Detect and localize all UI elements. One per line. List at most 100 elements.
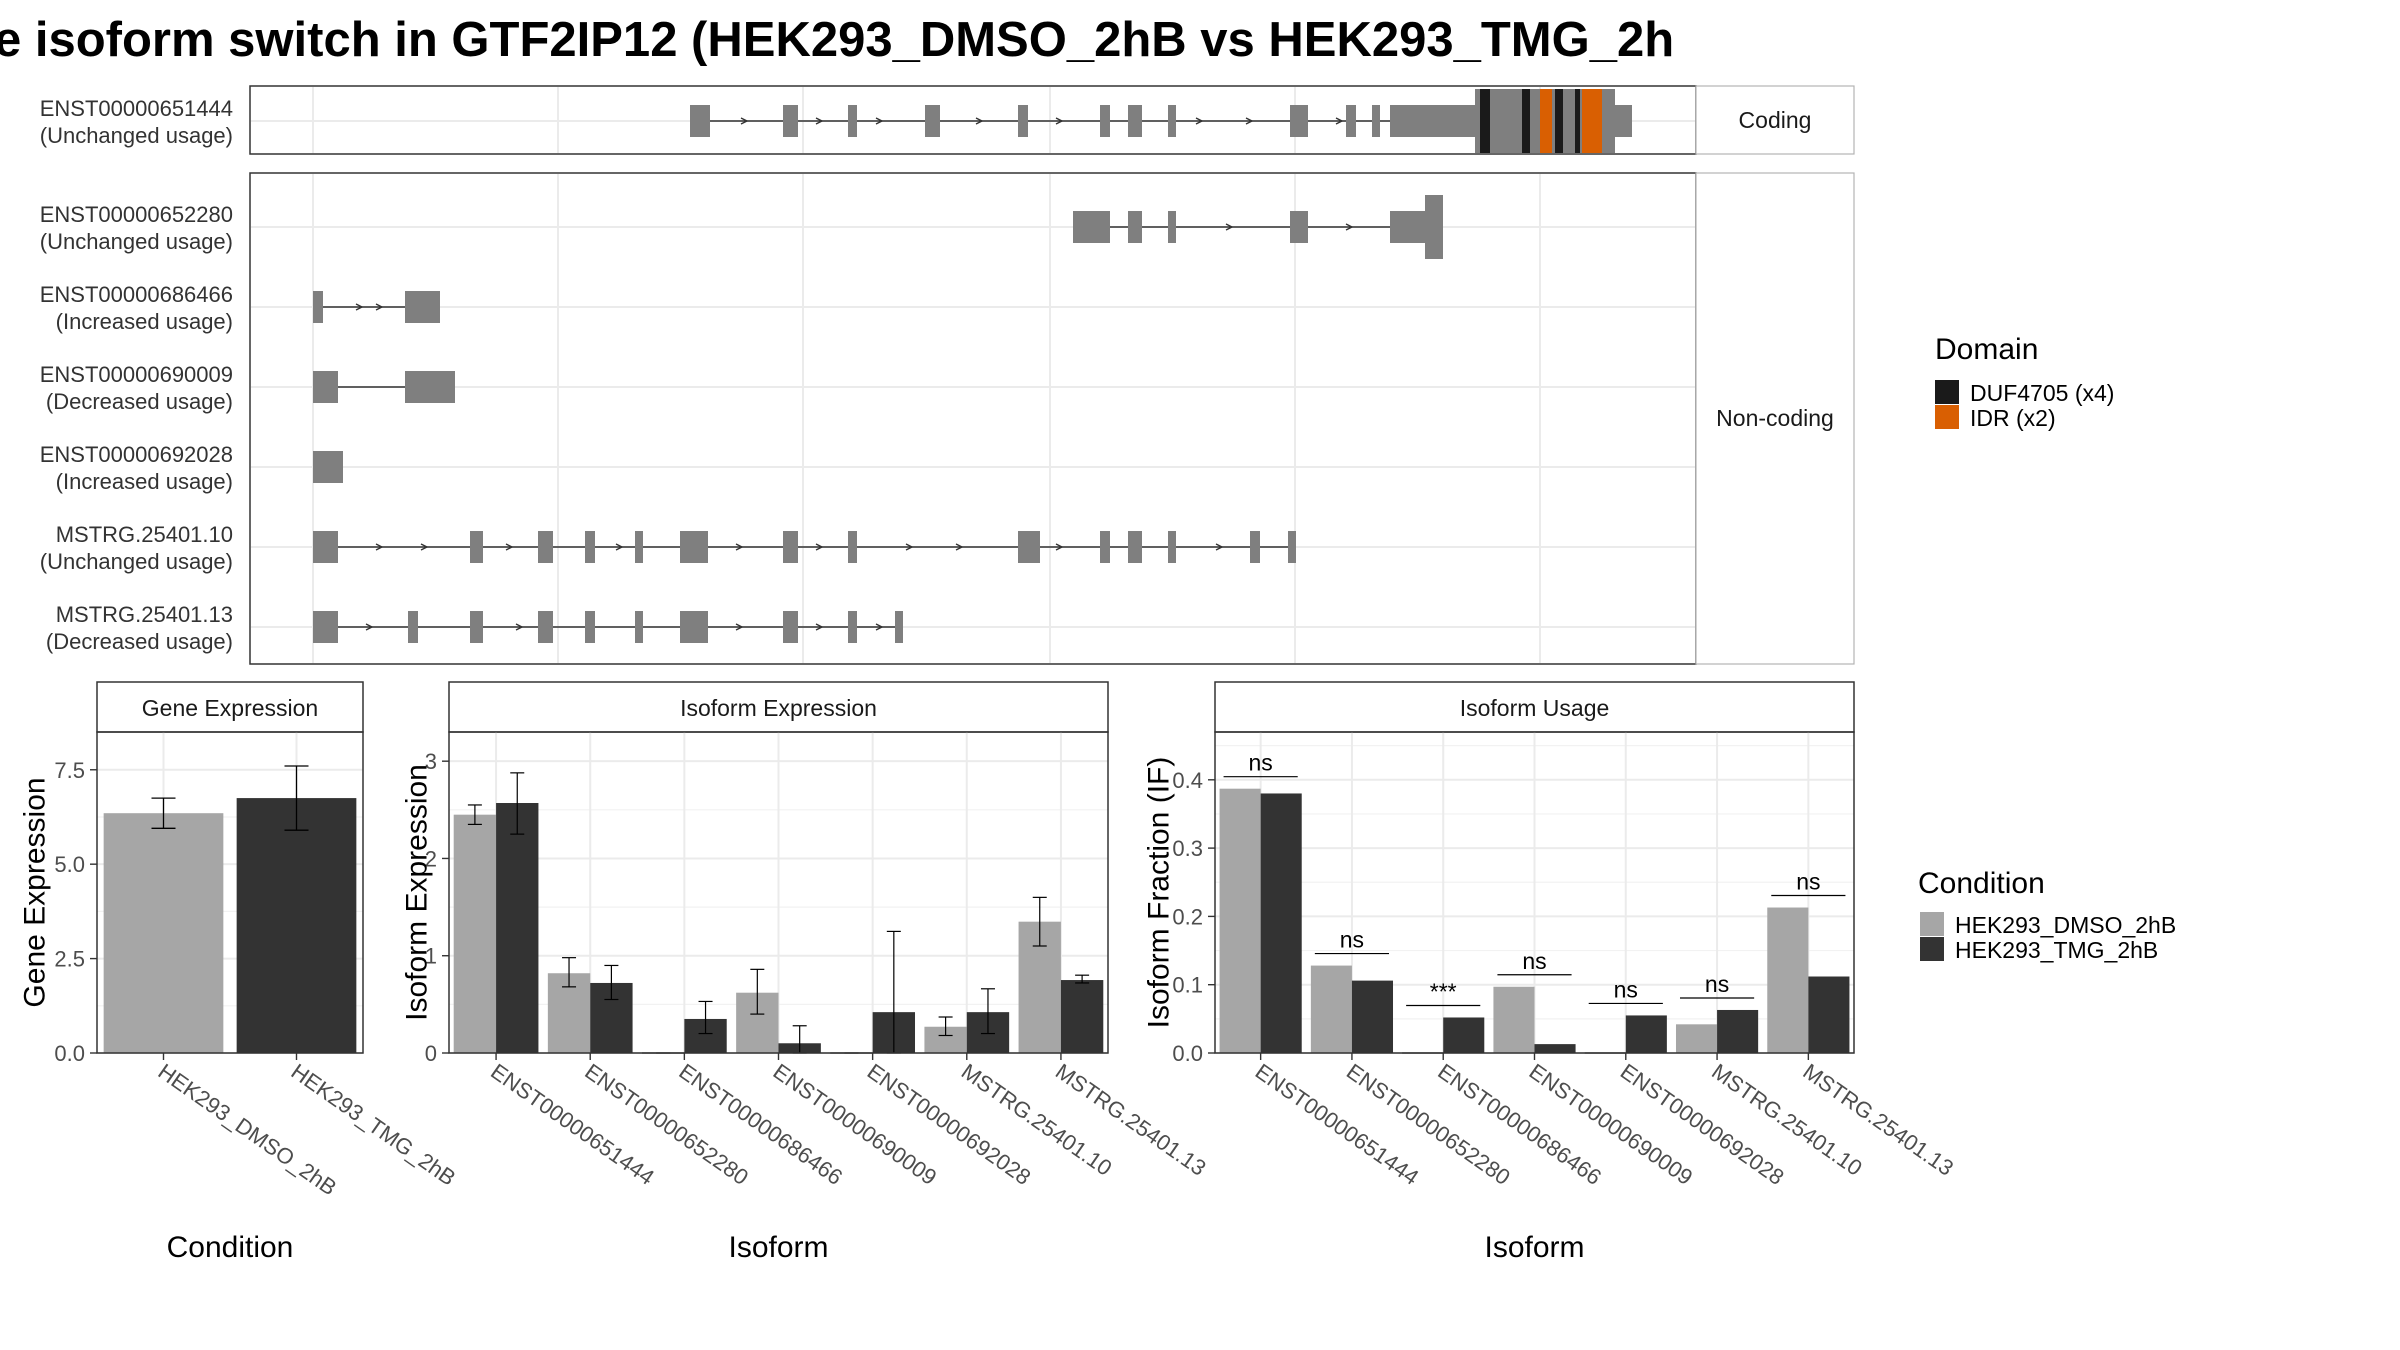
bar-HEK293_TMG_2hB [236,798,357,1053]
strand-arrow [505,543,514,551]
bar-HEK293_DMSO_2hB-MSTRG.25401.13 [1767,907,1809,1053]
strand-arrow [955,543,964,551]
x-tick-label: ENST00000690009 [769,1059,942,1190]
strand-arrow [815,623,824,631]
transcript-id-label: ENST00000686466 [40,282,233,307]
domain-idr [1540,89,1552,153]
exon [1128,531,1142,563]
y-tick-label: 0.0 [54,1041,85,1066]
panel-strip [448,681,1109,733]
strand-arrow [875,117,884,125]
transcript-usage-label: (Increased usage) [56,309,233,334]
x-tick-label: MSTRG.25401.10 [1707,1059,1867,1181]
exon [635,531,643,563]
strip-label-coding: Coding [1739,107,1812,133]
strand-arrow [975,117,984,125]
transcript-track [313,451,343,483]
transcript-usage-label: (Unchanged usage) [40,229,233,254]
strand-arrow [1225,223,1234,231]
x-axis-title: Condition [167,1231,294,1264]
exon [1390,211,1425,243]
panel-title: Isoform Usage [1460,695,1610,721]
transcript-usage-label: (Unchanged usage) [40,123,233,148]
exon [1168,531,1176,563]
panel-border [96,731,364,1054]
exon [1128,105,1142,137]
bar-HEK293_DMSO_2hB-MSTRG.25401.10 [1675,1024,1718,1053]
exon [848,531,857,563]
exon [1100,531,1110,563]
x-tick-label: ENST00000651444 [1251,1059,1424,1190]
exon [585,611,595,643]
y-tick-label: 0.1 [1172,973,1203,998]
y-tick-label: 0.2 [1172,904,1203,929]
y-tick-label: 2.5 [54,947,85,972]
exon [313,611,338,643]
x-tick-label: ENST00000652280 [1342,1059,1515,1190]
strip-coding [1695,85,1855,155]
exon [895,611,903,643]
exon [925,105,940,137]
exon [1346,105,1356,137]
exon [690,105,710,137]
bar-HEK293_DMSO_2hB-ENST00000652280 [1310,965,1352,1053]
exon [313,371,338,403]
y-axis-title: Gene Expression [19,777,52,1007]
strand-arrow [615,543,624,551]
exon [1290,105,1308,137]
x-tick-label: ENST00000686466 [674,1059,847,1190]
legend-key-duf4705 [1935,380,1959,404]
panel-title: Isoform Expression [680,695,877,721]
x-axis-title: Isoform [1484,1231,1584,1264]
legend-label-dmso: HEK293_DMSO_2hB [1955,912,2176,938]
domain-duf4705 [1575,89,1580,153]
bar-HEK293_TMG_2hB-ENST00000686466 [1443,1017,1485,1053]
significance-label: ns [1614,976,1638,1002]
domain-duf4705 [1480,89,1490,153]
bar-HEK293_TMG_2hB-MSTRG.25401.10 [1717,1009,1759,1053]
strip-noncoding [1695,172,1855,665]
y-tick-label: 0.4 [1172,768,1203,793]
x-axis-title: Isoform [728,1231,828,1264]
exon [470,531,483,563]
bar-HEK293_TMG_2hB-ENST00000651444 [496,803,539,1053]
panel-strip [96,681,364,733]
bar-HEK293_TMG_2hB-ENST00000692028 [1625,1015,1667,1053]
bar-HEK293_TMG_2hB-MSTRG.25401.13 [1060,980,1104,1053]
transcript-track [313,531,1296,563]
legend-key-dmso [1920,912,1944,936]
y-tick-label: 0.3 [1172,836,1203,861]
exon [1168,211,1176,243]
y-tick-label: 0.0 [1172,1041,1203,1066]
y-tick-label: 3 [425,749,437,774]
exon [313,451,343,483]
exon [585,531,595,563]
noncoding-panel [249,172,1697,665]
significance-label: ns [1796,869,1820,895]
exon [848,105,857,137]
exon [538,531,553,563]
gene-expression-chart: Gene Expression0.02.55.07.5HEK293_DMSO_2… [19,681,460,1264]
significance-label: ns [1705,971,1729,997]
isoform-usage-chart: Isoform Usage ns ns *** ns ns ns ns 0.0 0.1 0.2 0.3… [1143,681,1958,1264]
exon [408,611,418,643]
exon [783,105,798,137]
legend-label-tmg: HEK293_TMG_2hB [1955,937,2158,963]
strand-arrow [1345,223,1354,231]
transcript-structure-plot: Coding Non-coding ENST00000651444(Unchan… [40,85,1855,665]
domain-legend-title: Domain [1935,333,2038,366]
strand-arrow [740,117,749,125]
exon [1100,105,1110,137]
exon [1018,105,1028,137]
strand-arrow [815,543,824,551]
bar-HEK293_DMSO_2hB [103,813,224,1053]
bar-HEK293_DMSO_2hB-ENST00000651444 [1219,788,1261,1053]
exon [848,611,857,643]
exon [405,291,440,323]
exon [1128,211,1142,243]
strand-arrow [905,543,914,551]
transcript-id-label: ENST00000692028 [40,442,233,467]
x-tick-label: MSTRG.25401.13 [1798,1059,1958,1181]
y-tick-label: 1 [425,944,437,969]
condition-legend-title: Condition [1918,867,2045,900]
